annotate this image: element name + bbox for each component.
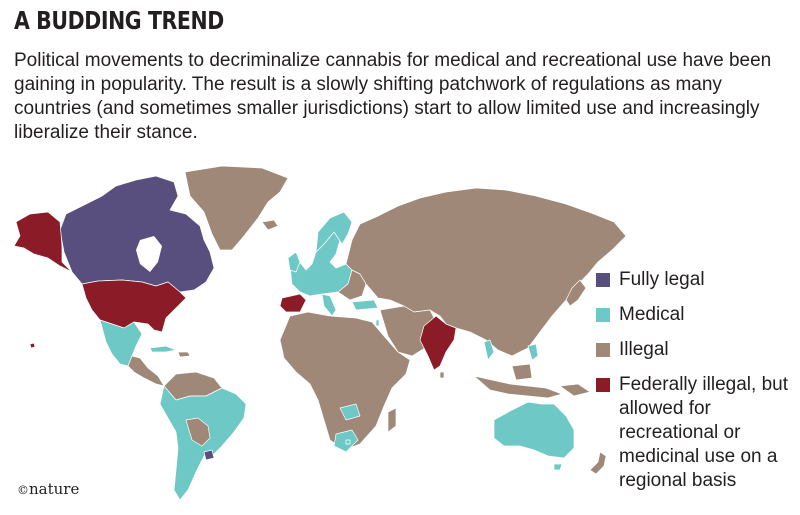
legend-item-regional: Federally illegal, but allowed for recre…: [596, 373, 800, 493]
region-spain: [279, 293, 307, 313]
region-israel: [375, 319, 380, 327]
region-australia: [493, 401, 575, 459]
region-philippines: [527, 343, 539, 361]
legend-label-illegal: Illegal: [619, 339, 669, 360]
region-borneo: [511, 363, 533, 381]
nature-brand: nature: [29, 480, 80, 498]
region-turkey: [351, 299, 379, 311]
region-sri-lanka: [439, 371, 445, 379]
region-alaska: [13, 211, 73, 273]
legend-swatch-regional: [596, 378, 610, 392]
world-map: [13, 165, 627, 501]
map-legend: Fully legal Medical Illegal Federally il…: [596, 268, 800, 504]
region-madagascar: [387, 407, 397, 433]
legend-item-illegal: Illegal: [596, 338, 800, 362]
region-scandinavia: [315, 211, 353, 253]
region-mexico: [99, 319, 143, 367]
legend-swatch-fully-legal: [596, 273, 610, 287]
region-japan: [565, 279, 587, 307]
region-lesotho: [345, 439, 351, 445]
region-greenland: [184, 165, 289, 251]
region-central-america: [127, 355, 165, 387]
legend-swatch-medical: [596, 308, 610, 322]
region-new-zealand: [589, 451, 607, 475]
region-india: [419, 315, 457, 371]
region-papua: [559, 383, 591, 397]
region-africa: [279, 311, 411, 451]
region-caribbean-east: [177, 351, 191, 358]
region-uruguay: [203, 449, 215, 461]
legend-label-fully-legal: Fully legal: [619, 269, 705, 290]
region-zambia: [339, 403, 361, 421]
region-italy: [321, 293, 337, 317]
region-europe-medical: [289, 231, 353, 297]
region-thailand: [483, 339, 495, 361]
region-tasmania: [553, 463, 563, 471]
legend-label-regional: Federally illegal, but allowed for recre…: [619, 374, 788, 491]
region-caribbean: [149, 345, 177, 353]
nature-logo: ©nature: [17, 480, 79, 498]
map-title: A BUDDING TREND: [14, 6, 224, 35]
region-indonesia: [473, 375, 563, 399]
legend-item-fully-legal: Fully legal: [596, 268, 800, 292]
region-uk-ireland: [287, 251, 301, 273]
water-hudson-bay: [136, 236, 162, 272]
copyright-symbol: ©: [17, 483, 29, 497]
region-iceland: [261, 219, 279, 231]
region-bolivia-paraguay: [185, 417, 211, 447]
region-hawaii: [29, 342, 36, 349]
legend-label-medical: Medical: [619, 304, 685, 325]
map-description: Political movements to decriminalize can…: [14, 50, 772, 143]
legend-swatch-illegal: [596, 343, 610, 357]
legend-item-medical: Medical: [596, 303, 800, 327]
